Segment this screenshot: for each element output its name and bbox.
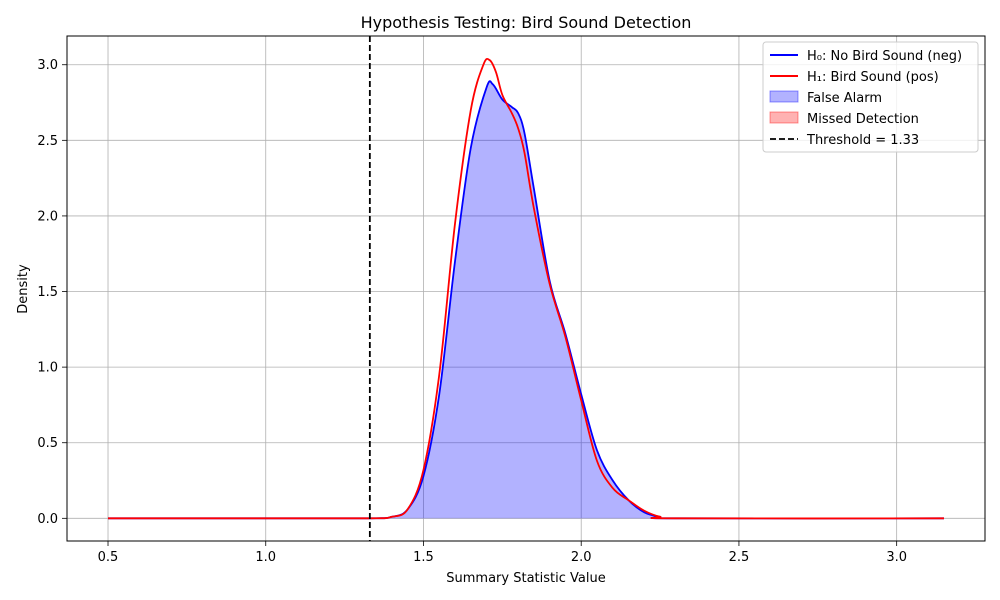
series-line-h1 [108, 57, 944, 520]
x-axis-label: Summary Statistic Value [446, 571, 605, 586]
legend-swatch-false-alarm [769, 90, 799, 103]
x-tick-label: 0.5 [98, 550, 119, 565]
legend-swatch-missed-detection [769, 111, 799, 124]
x-tick-label: 2.0 [571, 550, 592, 565]
plot-frame [66, 35, 986, 542]
x-tick-label: 1.5 [413, 550, 434, 565]
y-tick-label: 0.0 [37, 512, 58, 527]
y-tick-label: 1.0 [37, 361, 58, 376]
legend-label-threshold: Threshold = 1.33 [806, 133, 919, 148]
legend-label-h1: H₁: Bird Sound (pos) [807, 70, 939, 85]
y-tick-label: 1.5 [37, 285, 58, 300]
series-lines [108, 57, 944, 520]
fill-area-false-alarm [369, 81, 944, 519]
legend: H₀: No Bird Sound (neg) H₁: Bird Sound (… [762, 41, 979, 153]
x-tick-label: 1.0 [255, 550, 276, 565]
chart-title: Hypothesis Testing: Bird Sound Detection [361, 13, 692, 32]
y-tick-label: 2.0 [37, 209, 58, 224]
x-tick-label: 2.5 [729, 550, 750, 565]
y-tick-label: 2.5 [37, 134, 58, 149]
legend-label-missed-detection: Missed Detection [807, 112, 919, 127]
y-axis-label: Density [16, 264, 31, 314]
fill-areas [369, 81, 944, 519]
axis-ticks: 0.5 1.0 1.5 2.0 2.5 3.0 0.0 0.5 1.0 1.5 2.0 2.5 3.0 [37, 58, 907, 565]
legend-label-h0: H₀: No Bird Sound (neg) [807, 49, 962, 64]
legend-box [762, 41, 979, 153]
legend-label-false-alarm: False Alarm [807, 91, 882, 106]
y-tick-label: 0.5 [37, 436, 58, 451]
y-tick-label: 3.0 [37, 58, 58, 73]
x-tick-label: 3.0 [886, 550, 907, 565]
